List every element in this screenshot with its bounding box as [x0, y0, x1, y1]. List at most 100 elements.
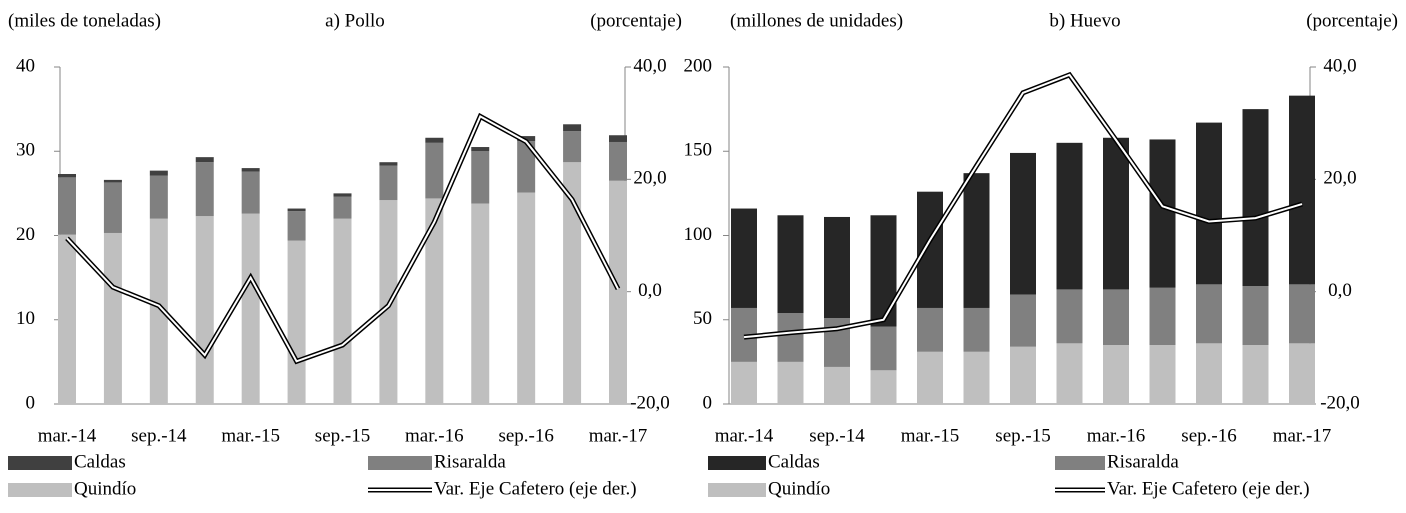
y-axis-title: (miles de toneladas) [8, 10, 161, 31]
bar-segment [425, 137, 444, 143]
bar-segment [1149, 287, 1176, 346]
bar-segment [1242, 345, 1269, 404]
x-tick-label: mar.-17 [589, 425, 648, 446]
y-tick-label: 150 [684, 140, 713, 161]
x-tick-label: mar.-16 [1087, 425, 1146, 446]
bar-segment [195, 157, 214, 163]
x-tick-label: mar.-14 [38, 425, 97, 446]
legend-swatch [368, 456, 432, 470]
bar-segment [963, 351, 990, 404]
bar-segment [1149, 345, 1176, 404]
bar-segment [241, 213, 260, 404]
y-axis-title: (millones de unidades) [730, 10, 903, 31]
bar-segment [917, 191, 943, 308]
bar-segment [425, 198, 444, 404]
bar-segment [517, 141, 536, 193]
legend-label: Quindío [74, 478, 136, 499]
bar-segment [517, 136, 536, 142]
bar-segment [1289, 343, 1315, 404]
x-tick-label: sep.-15 [995, 425, 1050, 446]
legend-label: Risaralda [434, 451, 506, 472]
bar-segment [333, 193, 352, 197]
bar-segment [1242, 109, 1269, 287]
y-tick-label: 40 [16, 55, 35, 76]
y-tick-label: 10 [16, 308, 35, 329]
y-tick-label: 30 [16, 140, 35, 161]
y2-tick-label: 20,0 [1323, 168, 1356, 189]
bar-segment [333, 196, 352, 219]
bar-segment [1056, 289, 1083, 344]
bar-segment [1289, 95, 1315, 285]
y2-tick-label: 0,0 [1328, 280, 1352, 301]
bar-segment [609, 141, 627, 181]
legend-swatch [1055, 456, 1105, 470]
bar-segment [103, 182, 122, 233]
legend-label: Quindío [768, 478, 830, 499]
legend-label: Caldas [74, 451, 126, 472]
bar-segment [471, 203, 490, 404]
legend-swatch [8, 483, 72, 497]
bar-segment [58, 177, 76, 235]
y2-tick-label: 20,0 [633, 168, 666, 189]
x-tick-label: mar.-17 [1273, 425, 1332, 446]
bar-segment [1010, 346, 1036, 404]
x-tick-label: sep.-16 [498, 425, 553, 446]
line-series-inner [66, 115, 619, 363]
bar-segment [149, 218, 168, 404]
bar-segment [333, 218, 352, 404]
x-tick-label: mar.-16 [405, 425, 464, 446]
y2-tick-label: -20,0 [1320, 392, 1360, 413]
bar-segment [777, 215, 804, 314]
bar-segment [917, 351, 943, 404]
bar-segment [1149, 139, 1176, 288]
y2-tick-label: 40,0 [633, 55, 666, 76]
bar-segment [471, 151, 490, 204]
x-tick-label: mar.-14 [715, 425, 774, 446]
y-tick-label: 100 [684, 224, 713, 245]
x-tick-label: mar.-15 [221, 425, 280, 446]
bar-segment [609, 135, 627, 142]
bar-segment [58, 234, 76, 404]
y-tick-label: 200 [684, 55, 713, 76]
y2-tick-label: -20,0 [630, 392, 670, 413]
bar-segment [563, 124, 582, 132]
bar-segment [149, 175, 168, 219]
bar-segment [241, 168, 260, 172]
legend-swatch [8, 456, 72, 470]
y-tick-label: 50 [693, 308, 712, 329]
chart-title: b) Huevo [1049, 10, 1120, 31]
bar-segment [963, 173, 990, 308]
bar-segment [917, 307, 943, 352]
bar-segment [517, 192, 536, 404]
bar-segment [870, 326, 897, 371]
bar-segment [731, 361, 757, 404]
bar-segment [103, 232, 122, 404]
bar-segment [287, 240, 306, 404]
y-tick-label: 0 [26, 392, 36, 413]
bar-segment [1103, 345, 1129, 404]
bar-segment [777, 361, 804, 404]
bar-segment [1196, 122, 1222, 285]
bar-segment [425, 142, 444, 199]
legend-label: Var. Eje Cafetero (eje der.) [434, 478, 637, 499]
bar-segment [287, 211, 306, 241]
x-tick-label: mar.-15 [901, 425, 960, 446]
bar-segment [287, 208, 306, 212]
legend-label: Caldas [768, 451, 820, 472]
bar-segment [379, 165, 398, 201]
bar-segment [103, 179, 122, 183]
bar-segment [731, 208, 757, 308]
bar-segment [1010, 294, 1036, 347]
bar-segment [824, 216, 850, 319]
x-tick-label: sep.-14 [131, 425, 187, 446]
y2-tick-label: 40,0 [1323, 55, 1356, 76]
legend-swatch [708, 483, 766, 497]
bar-segment [195, 162, 214, 217]
bar-segment [1196, 343, 1222, 404]
bar-segment [471, 147, 490, 152]
bar-segment [824, 366, 850, 404]
bar-segment [241, 171, 260, 214]
bar-segment [563, 162, 582, 404]
bar-segment [1010, 152, 1036, 295]
x-tick-label: sep.-16 [1181, 425, 1236, 446]
